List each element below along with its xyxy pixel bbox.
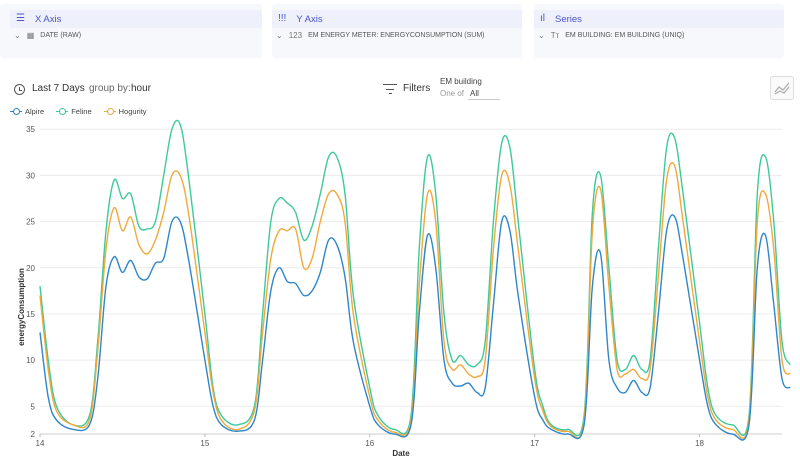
chart-type-button[interactable] <box>770 76 794 100</box>
y-axis-title: Y Axis <box>296 13 323 25</box>
x-axis-panel[interactable]: ☰ X Axis ⌄ ▦ DATE (RAW) <box>0 4 262 58</box>
y-tick-label: 20 <box>26 264 35 273</box>
y-tick-label: 10 <box>26 356 35 365</box>
filter-icon[interactable] <box>383 83 397 95</box>
x-tick-label: 18 <box>695 439 704 448</box>
x-axis-header[interactable]: ☰ X Axis <box>10 10 262 28</box>
filter-op: One of <box>440 89 465 98</box>
y-tick-label: 2 <box>31 430 36 439</box>
line-chart-icon <box>774 82 790 95</box>
y-tick-label: 35 <box>26 125 35 134</box>
filter-value[interactable]: All <box>470 89 479 98</box>
series-panel[interactable]: ıl Series ⌄ Tт EM BUILDING: EM BUILDING … <box>534 4 784 58</box>
bar-chart-icon: ıl <box>540 13 545 24</box>
filters-label[interactable]: Filters <box>403 83 431 94</box>
legend-swatch-feline <box>56 107 69 115</box>
x-axis-label: Date <box>392 449 410 458</box>
legend-label-feline: Feline <box>71 106 92 116</box>
x-axis-field-label: DATE (RAW) <box>40 32 82 39</box>
y-axis-field[interactable]: ⌄ 123 EM ENERGY METER: ENERGYCONSUMPTION… <box>276 31 485 40</box>
x-tick-label: 15 <box>200 439 209 448</box>
legend-label-alpire: Alpire <box>25 106 45 116</box>
y-tick-label: 5 <box>31 402 36 411</box>
chevron-down-icon[interactable]: ⌄ <box>276 31 283 40</box>
y-tick-label: 25 <box>26 218 35 227</box>
legend-swatch-hogurity <box>103 107 116 115</box>
chart-legend: Alpire Feline Hogurity <box>10 104 147 118</box>
number-type-icon: 123 <box>288 31 303 40</box>
series-header[interactable]: ıl Series <box>534 10 784 28</box>
group-by-value[interactable]: hour <box>131 83 152 94</box>
x-axis-field[interactable]: ⌄ ▦ DATE (RAW) <box>14 31 81 40</box>
legend-label-hogurity: Hogurity <box>118 106 147 116</box>
x-tick-label: 14 <box>36 439 45 448</box>
y-axis-panel[interactable]: !!! Y Axis ⌄ 123 EM ENERGY METER: ENERGY… <box>272 4 522 58</box>
legend-swatch-alpire <box>10 107 22 115</box>
series-title: Series <box>555 13 582 25</box>
y-axis-label: energyConsumption <box>17 268 26 346</box>
legend-item-hogurity[interactable]: Hogurity <box>103 106 147 116</box>
bars-icon: !!! <box>278 13 287 24</box>
x-tick-label: 17 <box>530 439 539 448</box>
y-tick-label: 15 <box>26 310 35 319</box>
y-tick-label: 30 <box>26 171 35 180</box>
series-line-hogurity <box>39 161 791 439</box>
x-axis-title: X Axis <box>34 13 62 25</box>
calendar-icon: ▦ <box>26 31 35 40</box>
group-by-label: group by: <box>89 83 131 94</box>
series-line-feline <box>39 119 791 437</box>
filter-field: EM building <box>440 77 482 86</box>
series-field-label: EM BUILDING: EM BUILDING (UNIQ) <box>565 32 685 39</box>
x-tick-label: 16 <box>365 439 374 448</box>
legend-item-alpire[interactable]: Alpire <box>10 107 44 116</box>
date-range[interactable]: Last 7 Days <box>32 83 85 94</box>
list-icon: ☰ <box>16 13 25 24</box>
series-field[interactable]: ⌄ Tт EM BUILDING: EM BUILDING (UNIQ) <box>538 31 684 40</box>
filter-value-underline <box>468 99 500 100</box>
legend-item-feline[interactable]: Feline <box>56 106 92 116</box>
chevron-down-icon[interactable]: ⌄ <box>14 31 21 40</box>
query-toolbar: Last 7 Days group by: hour Filters EM bu… <box>0 76 800 104</box>
y-axis-header[interactable]: !!! Y Axis <box>272 10 522 28</box>
y-axis-field-label: EM ENERGY METER: ENERGYCONSUMPTION (SUM) <box>308 32 485 39</box>
clock-icon[interactable] <box>14 84 25 95</box>
chevron-down-icon[interactable]: ⌄ <box>538 31 545 40</box>
series-line-alpire <box>39 214 791 441</box>
text-type-icon: Tт <box>550 31 560 40</box>
